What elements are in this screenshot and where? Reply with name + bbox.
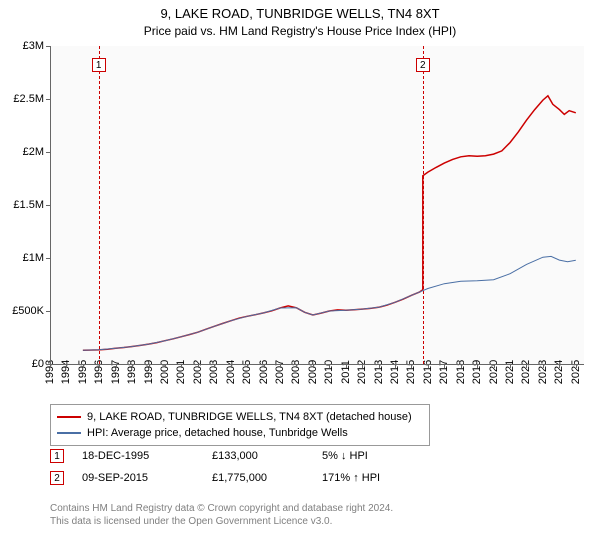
series-hpi bbox=[83, 256, 576, 350]
chart-container: 9, LAKE ROAD, TUNBRIDGE WELLS, TN4 8XT P… bbox=[0, 0, 600, 560]
series-price_paid bbox=[83, 96, 576, 350]
series-svg bbox=[0, 0, 600, 560]
